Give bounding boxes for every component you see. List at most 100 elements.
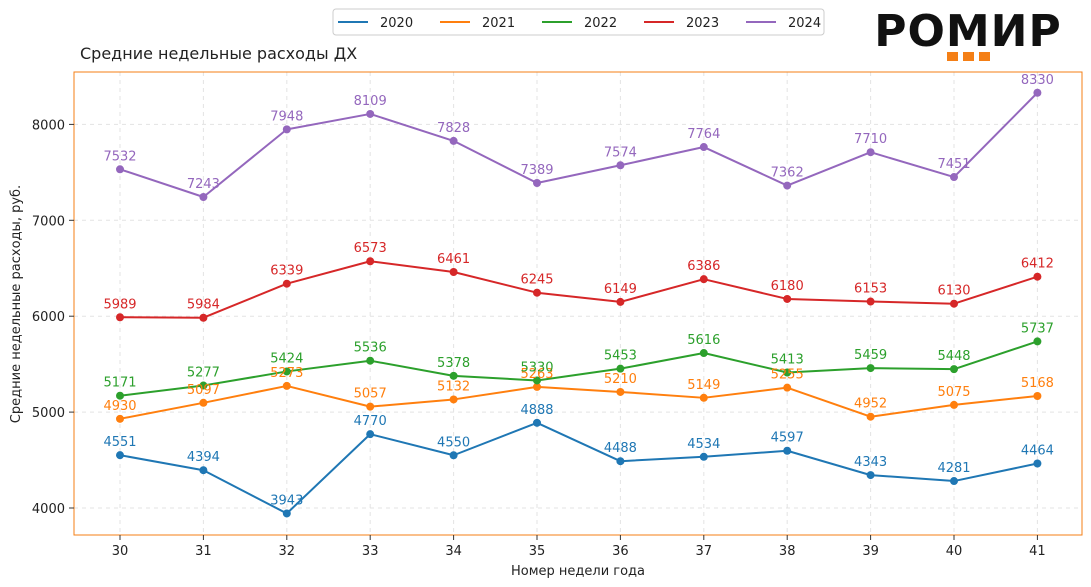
data-label-2020: 3943 — [270, 493, 303, 508]
data-label-2023: 6412 — [1021, 257, 1054, 272]
x-tick-label: 35 — [529, 544, 546, 559]
data-point-2021 — [950, 400, 958, 409]
data-label-2023: 5989 — [103, 297, 136, 312]
data-point-2023 — [199, 313, 208, 322]
series-line-2020 — [119, 421, 1038, 515]
x-tick-label: 38 — [779, 544, 796, 559]
data-label-2023: 6386 — [687, 259, 720, 274]
data-label-2021: 5263 — [520, 367, 553, 382]
y-tick-label: 6000 — [32, 310, 65, 325]
data-point-2024 — [199, 192, 208, 201]
x-axis-label: Номер недели года — [511, 564, 645, 579]
data-label-2020: 4464 — [1021, 444, 1054, 459]
data-point-2024 — [449, 136, 458, 145]
data-point-2021 — [699, 393, 708, 402]
y-tick-label: 7000 — [32, 214, 65, 229]
data-label-2024: 8330 — [1021, 73, 1054, 88]
legend-label-2023: 2023 — [686, 16, 719, 31]
data-point-2022 — [699, 349, 708, 358]
series-layer — [116, 88, 1042, 518]
series-line-2021 — [119, 384, 1038, 420]
plot-frame — [73, 71, 1083, 536]
data-label-2024: 7710 — [854, 132, 887, 147]
legend-label-2020: 2020 — [380, 16, 413, 31]
data-point-2024 — [616, 161, 625, 170]
data-label-2021: 5075 — [937, 385, 970, 400]
data-point-2021 — [783, 383, 792, 392]
data-label-2021: 5255 — [771, 368, 804, 383]
data-label-2024: 7948 — [270, 109, 303, 124]
data-label-2023: 6149 — [604, 282, 637, 297]
y-axis-label: Средние недельные расходы, руб. — [9, 185, 24, 423]
data-label-2024: 7574 — [604, 145, 637, 160]
data-label-2022: 5330 — [520, 360, 553, 375]
data-label-2021: 5132 — [437, 379, 470, 394]
data-point-2021 — [199, 398, 208, 407]
x-tick-label: 32 — [279, 544, 296, 559]
data-point-2022 — [116, 391, 124, 400]
data-point-2024 — [116, 165, 124, 174]
x-tick-label: 40 — [946, 544, 963, 559]
data-label-2024: 7532 — [103, 149, 136, 164]
data-label-2023: 6180 — [771, 279, 804, 294]
data-labels: 4551 4394 3943 4770 4550 4888 4488 4534 4597 4343… — [103, 73, 1053, 509]
data-label-2022: 5171 — [103, 376, 136, 391]
y-tick-label: 5000 — [32, 406, 65, 421]
data-label-2023: 6245 — [520, 273, 553, 288]
data-point-2022 — [533, 376, 541, 385]
legend-label-2021: 2021 — [482, 16, 515, 31]
data-point-2020 — [282, 509, 291, 518]
data-label-2022: 5536 — [354, 341, 387, 356]
data-label-2020: 4281 — [937, 461, 970, 476]
data-label-2022: 5413 — [771, 352, 804, 367]
series-line-2024 — [119, 92, 1039, 198]
data-label-2021: 4952 — [854, 397, 887, 412]
series-line-2023 — [119, 260, 1038, 319]
x-tick-label: 39 — [862, 544, 879, 559]
data-point-2020 — [116, 451, 124, 460]
data-label-2021: 5149 — [687, 378, 720, 393]
x-axis: 30 31 32 33 34 35 36 37 38 39 40 41 — [112, 535, 1046, 559]
data-point-2023 — [699, 275, 708, 284]
data-point-2020 — [533, 418, 541, 427]
data-label-2020: 4488 — [604, 441, 637, 456]
data-point-2021 — [1033, 391, 1042, 400]
x-tick-label: 34 — [445, 544, 462, 559]
x-tick-label: 36 — [612, 544, 629, 559]
data-point-2024 — [950, 173, 958, 182]
data-point-2022 — [783, 368, 792, 377]
legend-box — [332, 8, 825, 36]
logo-text: РОМИР — [874, 6, 1062, 57]
logo-square-3 — [979, 52, 990, 61]
data-point-2022 — [616, 364, 625, 373]
data-point-2024 — [533, 178, 541, 187]
data-label-2024: 7362 — [771, 166, 804, 181]
data-label-2023: 6339 — [270, 264, 303, 279]
data-point-2023 — [366, 257, 375, 266]
y-axis: 4000 5000 6000 7000 8000 — [32, 118, 74, 517]
data-point-2022 — [199, 381, 208, 390]
data-point-2024 — [783, 181, 792, 190]
data-point-2022 — [449, 371, 458, 380]
data-point-2020 — [616, 457, 625, 466]
data-label-2020: 4551 — [103, 435, 136, 450]
data-point-2023 — [1033, 272, 1042, 281]
data-label-2021: 5210 — [604, 372, 637, 387]
data-label-2023: 6461 — [437, 252, 470, 267]
data-label-2023: 6153 — [854, 282, 887, 297]
data-point-2024 — [866, 148, 875, 157]
data-label-2023: 6573 — [354, 241, 387, 256]
x-tick-label: 31 — [195, 544, 212, 559]
data-label-2022: 5378 — [437, 356, 470, 371]
data-label-2022: 5424 — [270, 351, 303, 366]
data-label-2024: 7828 — [437, 121, 470, 136]
data-point-2020 — [866, 471, 875, 480]
data-point-2020 — [199, 466, 208, 475]
data-label-2022: 5459 — [854, 348, 887, 363]
data-point-2021 — [866, 412, 875, 421]
x-tick-label: 30 — [112, 544, 129, 559]
data-point-2023 — [783, 294, 792, 303]
data-point-2024 — [1033, 88, 1042, 97]
data-point-2023 — [116, 313, 124, 322]
